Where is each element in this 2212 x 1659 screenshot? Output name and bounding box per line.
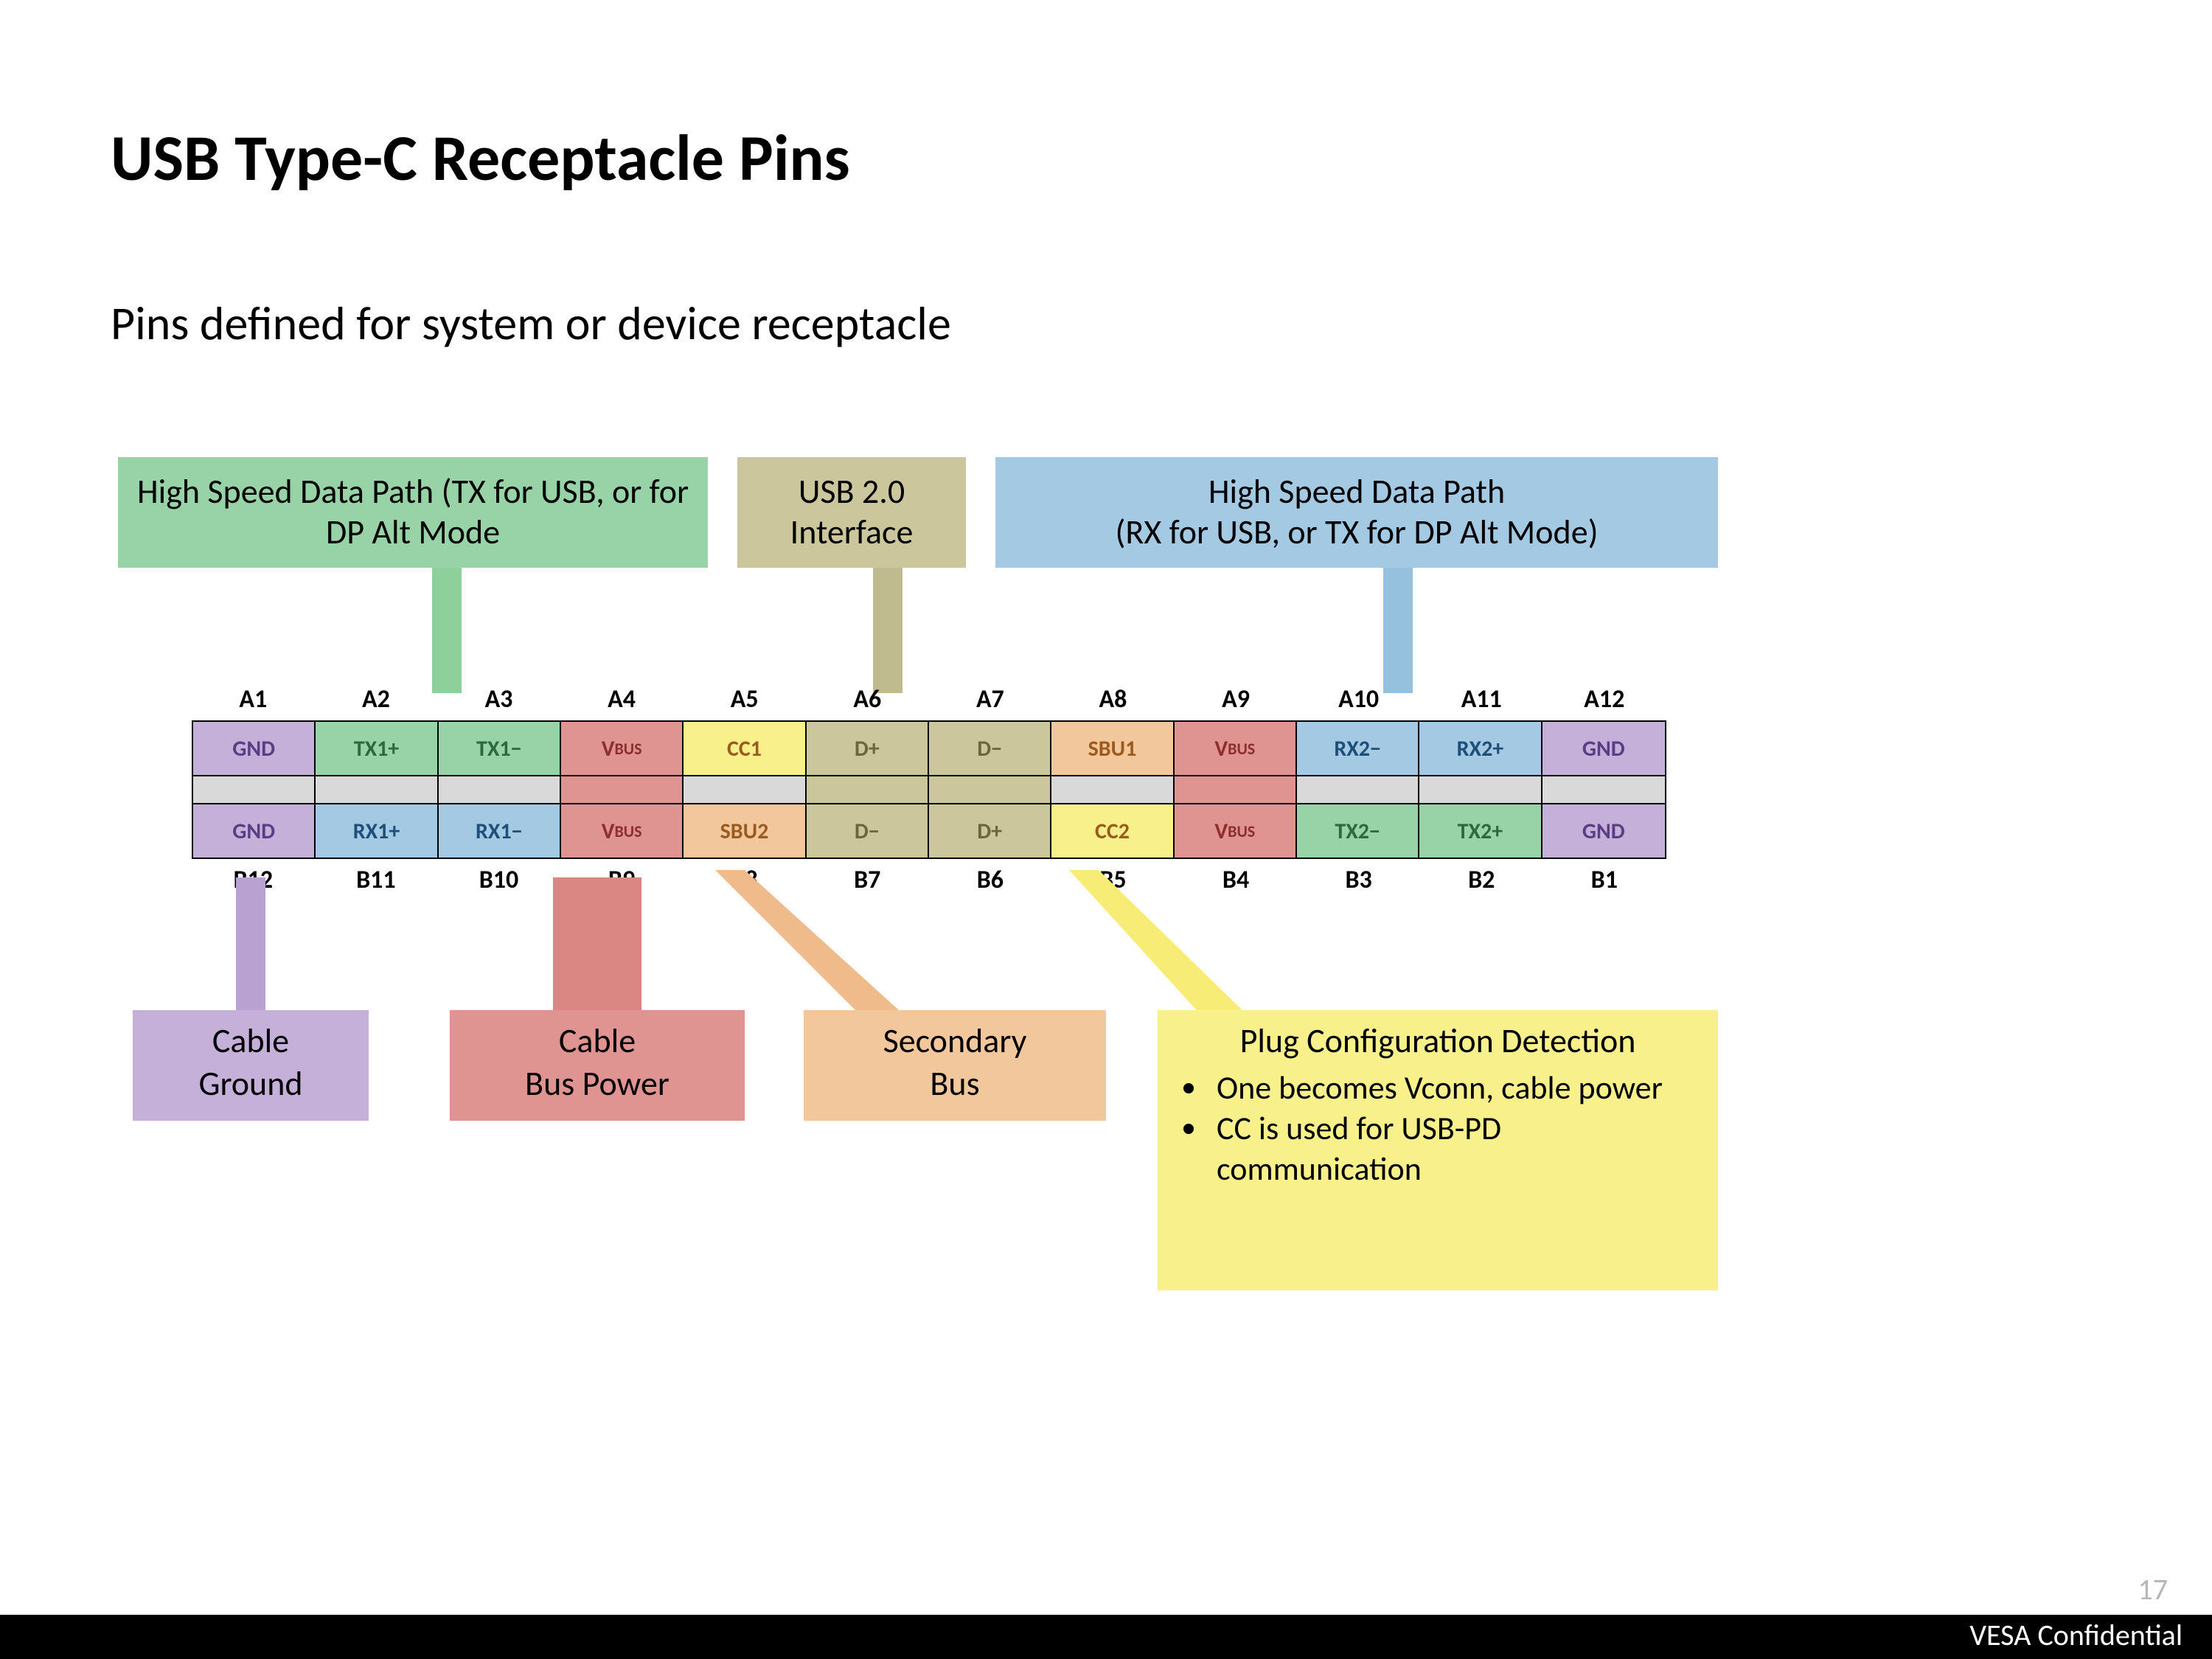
pin-label: A11: [1420, 678, 1543, 720]
gap-cell: [807, 776, 929, 803]
conn-cable-buspower: [553, 877, 641, 1025]
pin-cell: D+: [807, 722, 929, 775]
pin-label: A9: [1175, 678, 1298, 720]
pin-diagram: High Speed Data Path (TX for USB, or for…: [111, 457, 2101, 1475]
pin-cell: TX2−: [1297, 804, 1419, 858]
pin-label: B6: [929, 859, 1052, 901]
callout-hs-rx: High Speed Data Path(RX for USB, or TX f…: [995, 457, 1718, 568]
pin-cell: VBUS: [1175, 804, 1297, 858]
gap-cell: [561, 776, 684, 803]
pins-row-b: GNDRX1+RX1−VBUSSBU2D−D+CC2VBUSTX2−TX2+GN…: [192, 803, 1666, 859]
pin-cell: VBUS: [1175, 722, 1297, 775]
pin-label: A10: [1297, 678, 1420, 720]
conn-hs-rx: [1383, 546, 1413, 693]
pin-cell: D+: [929, 804, 1051, 858]
pin-label: A2: [315, 678, 438, 720]
page-number: 17: [2138, 1571, 2168, 1607]
gap-cell: [1297, 776, 1419, 803]
footer-text: VESA Confidential: [1969, 1617, 2183, 1653]
pin-cell: GND: [1543, 722, 1665, 775]
pin-label: A7: [929, 678, 1052, 720]
pin-cell: GND: [193, 722, 316, 775]
pin-cell: CC1: [684, 722, 806, 775]
pin-cell: TX2+: [1419, 804, 1542, 858]
pin-label: A4: [560, 678, 684, 720]
pin-label: A12: [1543, 678, 1666, 720]
pins-row-a: GNDTX1+TX1−VBUSCC1D+D−SBU1VBUSRX2−RX2+GN…: [192, 720, 1666, 776]
pin-cell: RX2−: [1297, 722, 1419, 775]
pin-label: A3: [437, 678, 560, 720]
pin-cell: VBUS: [561, 722, 684, 775]
gap-cell: [1419, 776, 1542, 803]
pin-label: A6: [806, 678, 929, 720]
callout-cable-ground: CableGround: [133, 1010, 369, 1121]
pin-label: A5: [683, 678, 806, 720]
gap-cell: [1175, 776, 1297, 803]
conn-cable-ground: [236, 877, 265, 1025]
pin-label: B10: [437, 859, 560, 901]
pin-label: B2: [1420, 859, 1543, 901]
pin-cell: VBUS: [561, 804, 684, 858]
pin-cell: RX1+: [316, 804, 438, 858]
gap-cell: [684, 776, 806, 803]
gap-cell: [929, 776, 1051, 803]
pin-label: B11: [315, 859, 438, 901]
pin-cell: CC2: [1051, 804, 1174, 858]
conn-secondary-bus: [715, 870, 907, 1032]
labels-top: A1A2A3A4A5A6A7A8A9A10A11A12: [192, 678, 1666, 720]
gap-cell: [316, 776, 438, 803]
callout-plug-config: Plug Configuration DetectionOne becomes …: [1158, 1010, 1718, 1290]
callout-hs-tx: High Speed Data Path (TX for USB, or for…: [118, 457, 708, 568]
footer-bar: VESA Confidential: [0, 1615, 2212, 1659]
pin-cell: D−: [929, 722, 1051, 775]
callout-usb2: USB 2.0 Interface: [737, 457, 966, 568]
pin-cell: SBU1: [1051, 722, 1174, 775]
pin-label: B1: [1543, 859, 1666, 901]
pin-cell: GND: [1543, 804, 1665, 858]
slide-title: USB Type-C Receptacle Pins: [111, 118, 850, 198]
pin-label: B3: [1297, 859, 1420, 901]
pin-label: A8: [1051, 678, 1175, 720]
callout-cable-buspower: CableBus Power: [450, 1010, 745, 1121]
pin-cell: TX1−: [439, 722, 561, 775]
gap-cell: [1543, 776, 1665, 803]
pin-label: A1: [192, 678, 315, 720]
conn-plug-config: [1069, 870, 1246, 1032]
gap-cell: [1051, 776, 1174, 803]
gap-cell: [439, 776, 561, 803]
gap-cell: [193, 776, 316, 803]
pin-table: A1A2A3A4A5A6A7A8A9A10A11A12 GNDTX1+TX1−V…: [192, 678, 1666, 901]
labels-bottom: B12B11B10B9B8B7B6B5B4B3B2B1: [192, 859, 1666, 901]
pin-cell: GND: [193, 804, 316, 858]
pin-cell: TX1+: [316, 722, 438, 775]
callout-secondary-bus: SecondaryBus: [804, 1010, 1106, 1121]
pin-cell: RX1−: [439, 804, 561, 858]
conn-usb2: [873, 546, 902, 693]
pin-cell: D−: [807, 804, 929, 858]
pin-cell: RX2+: [1419, 722, 1542, 775]
slide-subtitle: Pins defined for system or device recept…: [111, 295, 951, 352]
gap-row: [192, 776, 1666, 803]
pin-cell: SBU2: [684, 804, 806, 858]
conn-hs-tx: [432, 546, 462, 693]
